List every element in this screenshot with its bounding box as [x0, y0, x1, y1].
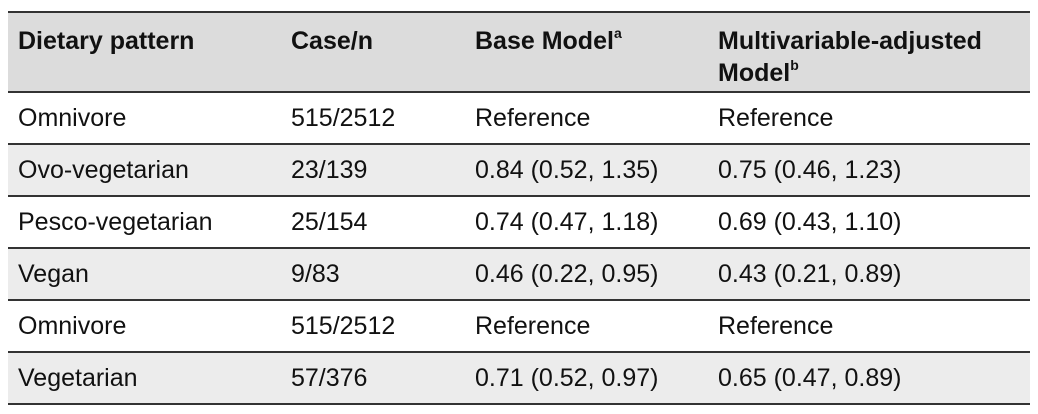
cell-case-n: 515/2512	[281, 300, 465, 353]
cell-case-n: 23/139	[281, 144, 465, 197]
cell-adjusted-model: 0.69 (0.43, 1.10)	[708, 196, 1030, 249]
cell-adjusted-model: 0.43 (0.21, 0.89)	[708, 248, 1030, 301]
cell-base-model: 0.46 (0.22, 0.95)	[465, 248, 708, 301]
header-case-n-label: Case/n	[291, 27, 373, 55]
cell-dietary-pattern: Pesco-vegetarian	[8, 196, 281, 249]
table-row: Omnivore 515/2512 Reference Reference	[8, 300, 1030, 353]
results-table: Dietary pattern Case/n Base Modela Multi…	[8, 11, 1030, 405]
table-row: Vegetarian 57/376 0.71 (0.52, 0.97) 0.65…	[8, 352, 1030, 405]
footnote-marker-a: a	[613, 24, 622, 41]
table-header: Dietary pattern Case/n Base Modela Multi…	[8, 11, 1030, 93]
cell-adjusted-model: Reference	[708, 300, 1030, 353]
cell-case-n: 57/376	[281, 352, 465, 405]
header-multivariable-line1: Multivariable-adjusted	[718, 27, 982, 55]
cell-case-n: 25/154	[281, 196, 465, 249]
cell-base-model: Reference	[465, 300, 708, 353]
cell-adjusted-model: 0.65 (0.47, 0.89)	[708, 352, 1030, 405]
cell-dietary-pattern: Omnivore	[8, 300, 281, 353]
header-dietary-pattern-label: Dietary pattern	[18, 27, 195, 55]
cell-dietary-pattern: Vegan	[8, 248, 281, 301]
header-base-model-label: Base Model	[475, 27, 614, 55]
cell-base-model: 0.71 (0.52, 0.97)	[465, 352, 708, 405]
cell-dietary-pattern: Ovo-vegetarian	[8, 144, 281, 197]
header-dietary-pattern: Dietary pattern	[8, 11, 281, 93]
cell-base-model: 0.74 (0.47, 1.18)	[465, 196, 708, 249]
footnote-marker-b: b	[790, 56, 799, 73]
results-table-container: Dietary pattern Case/n Base Modela Multi…	[8, 11, 1030, 405]
table-row: Pesco-vegetarian 25/154 0.74 (0.47, 1.18…	[8, 196, 1030, 249]
header-multivariable-line2: Model	[718, 59, 791, 87]
cell-adjusted-model: Reference	[708, 92, 1030, 145]
cell-case-n: 9/83	[281, 248, 465, 301]
table-row: Omnivore 515/2512 Reference Reference	[8, 92, 1030, 145]
cell-case-n: 515/2512	[281, 92, 465, 145]
table-row: Ovo-vegetarian 23/139 0.84 (0.52, 1.35) …	[8, 144, 1030, 197]
cell-dietary-pattern: Omnivore	[8, 92, 281, 145]
header-multivariable-model: Multivariable-adjusted Modelb	[708, 11, 1030, 93]
table-body: Omnivore 515/2512 Reference Reference Ov…	[8, 92, 1030, 405]
header-row: Dietary pattern Case/n Base Modela Multi…	[8, 11, 1030, 93]
cell-base-model: 0.84 (0.52, 1.35)	[465, 144, 708, 197]
cell-base-model: Reference	[465, 92, 708, 145]
header-case-n: Case/n	[281, 11, 465, 93]
cell-dietary-pattern: Vegetarian	[8, 352, 281, 405]
table-row: Vegan 9/83 0.46 (0.22, 0.95) 0.43 (0.21,…	[8, 248, 1030, 301]
cell-adjusted-model: 0.75 (0.46, 1.23)	[708, 144, 1030, 197]
header-base-model: Base Modela	[465, 11, 708, 93]
